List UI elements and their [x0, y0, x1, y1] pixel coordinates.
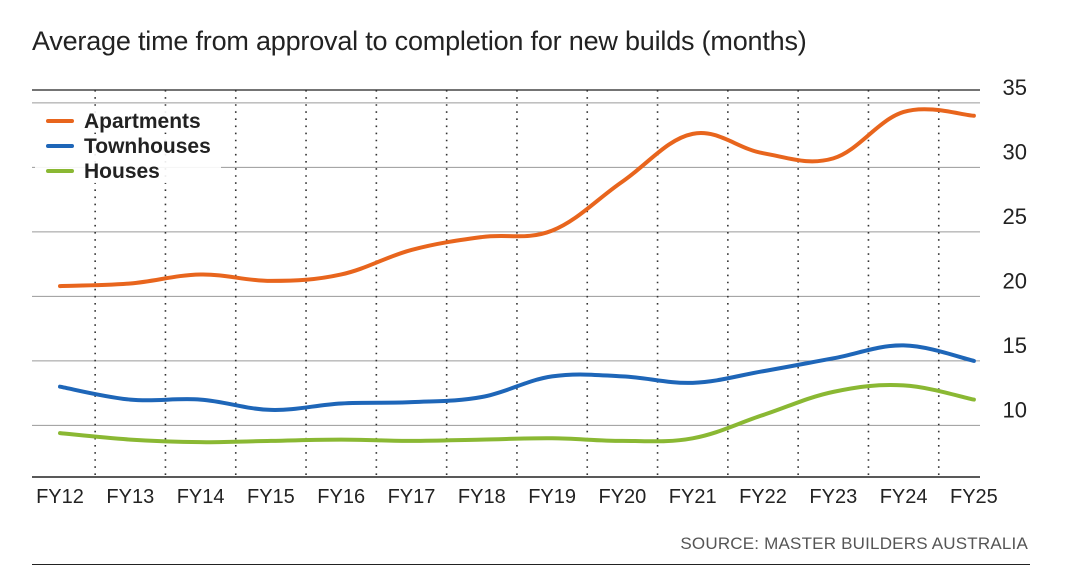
y-tick-label: 30: [1003, 139, 1027, 164]
x-tick-label: FY21: [669, 486, 717, 508]
x-tick-label: FY15: [247, 486, 295, 508]
x-axis-ticks: FY12 FY13 FY14 FY15 FY16 FY17 FY18 FY19 FY20 FY21…: [36, 486, 998, 508]
y-tick-label: 10: [1003, 397, 1027, 422]
x-tick-label: FY25: [950, 486, 998, 508]
y-tick-label: 35: [1003, 75, 1027, 100]
bottom-divider: [32, 564, 1030, 565]
source-note: SOURCE: MASTER BUILDERS AUSTRALIA: [680, 534, 1028, 553]
y-tick-label: 15: [1003, 333, 1027, 358]
x-tick-label: FY14: [177, 486, 225, 508]
x-tick-label: FY17: [388, 486, 436, 508]
series-line-townhouses: [58, 343, 976, 412]
x-tick-label: FY24: [880, 486, 928, 508]
x-tick-label: FY22: [739, 486, 787, 508]
x-tick-label: FY19: [528, 486, 576, 508]
series-line-houses: [58, 383, 976, 445]
y-tick-label: 25: [1003, 204, 1027, 229]
y-tick-label: 20: [1003, 268, 1027, 293]
x-tick-label: FY13: [106, 486, 154, 508]
x-tick-label: FY16: [317, 486, 365, 508]
legend-label-apartments: Apartments: [84, 110, 201, 133]
x-tick-label: FY23: [809, 486, 857, 508]
y-axis-ticks: 10 15 20 25 30 35: [1003, 75, 1027, 422]
x-tick-label: FY12: [36, 486, 84, 508]
legend-label-houses: Houses: [84, 160, 160, 183]
legend-label-townhouses: Townhouses: [84, 135, 211, 158]
x-tick-label: FY18: [458, 486, 506, 508]
x-tick-label: FY20: [598, 486, 646, 508]
chart-title: Average time from approval to completion…: [32, 26, 807, 56]
series-line-apartments: [58, 107, 976, 289]
series-lines: [58, 107, 976, 445]
